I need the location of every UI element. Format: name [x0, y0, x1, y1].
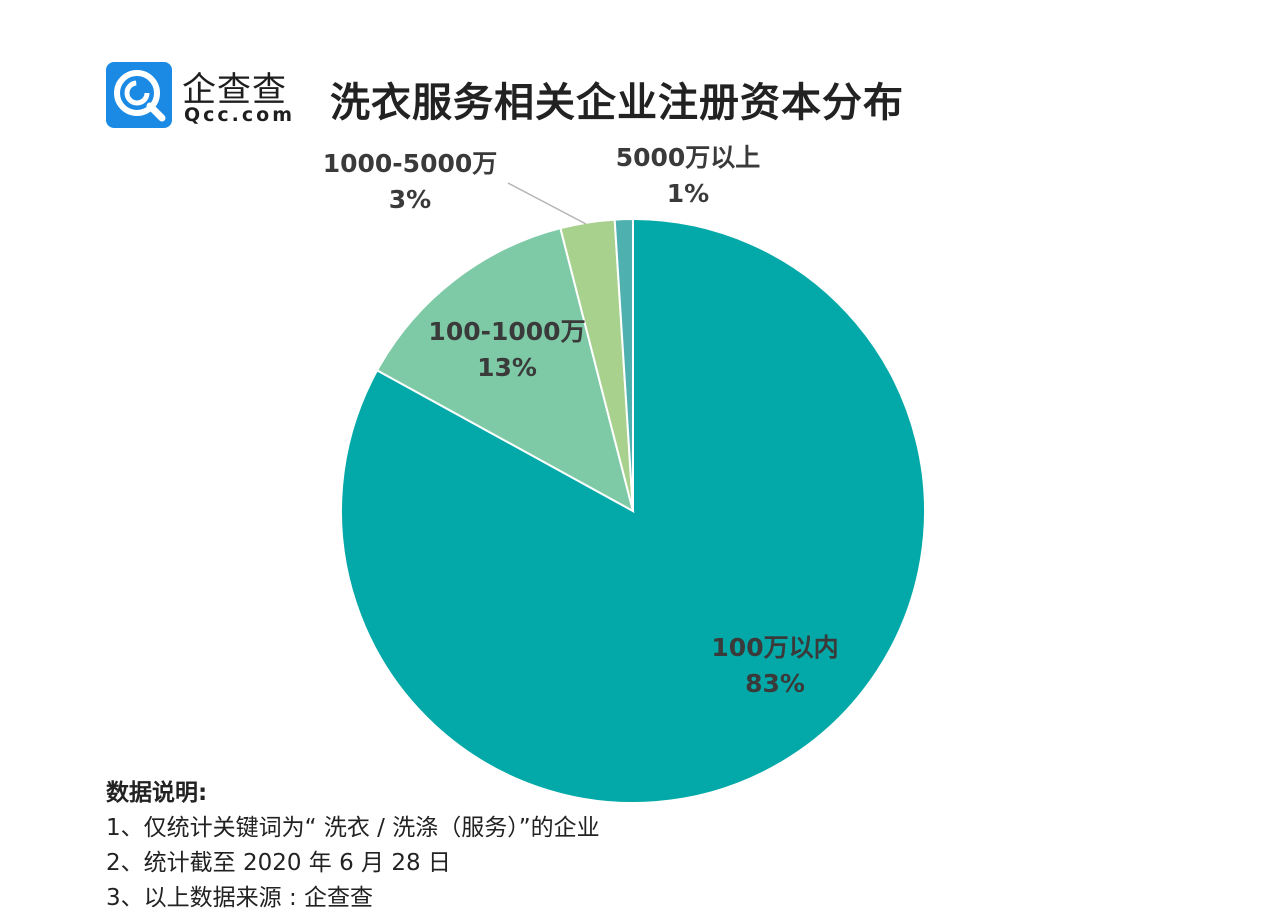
- brand-logo: 企查查 Qcc.com: [106, 62, 306, 132]
- chart-title: 洗衣服务相关企业注册资本分布: [330, 80, 904, 126]
- pie-labels: 100万以内 83% 100-1000万 13% 1000-5000万 3% 5000万以上…: [323, 143, 839, 698]
- note-line-3: 3、以上数据来源 : 企查查: [106, 885, 374, 911]
- slice-value-2: 13%: [477, 353, 537, 382]
- slice-value-1: 83%: [745, 669, 805, 698]
- pie-slices: [340, 217, 926, 804]
- pie-slice-2: [375, 226, 635, 513]
- leader-line-3: [507, 182, 587, 225]
- data-notes: 数据说明: 1、仅统计关键词为“ 洗衣 / 洗涤（服务）”的企业 2、统计截至 …: [106, 776, 600, 916]
- slice-label-1: 100万以内: [711, 633, 838, 662]
- brand-name-cn: 企查查: [182, 70, 287, 110]
- slice-value-4: 1%: [667, 179, 709, 208]
- notes-title: 数据说明:: [106, 780, 208, 806]
- brand-name-en: Qcc.com: [184, 104, 296, 126]
- slice-value-3: 3%: [389, 185, 431, 214]
- slice-label-4: 5000万以上: [616, 143, 761, 172]
- note-line-1: 1、仅统计关键词为“ 洗衣 / 洗涤（服务）”的企业: [106, 815, 600, 841]
- slice-label-3: 1000-5000万: [323, 149, 498, 178]
- qcc-logo-icon: [106, 62, 172, 128]
- pie-slice-4: [613, 217, 634, 512]
- note-line-2: 2、统计截至 2020 年 6 月 28 日: [106, 850, 451, 876]
- slice-label-2: 100-1000万: [428, 317, 585, 346]
